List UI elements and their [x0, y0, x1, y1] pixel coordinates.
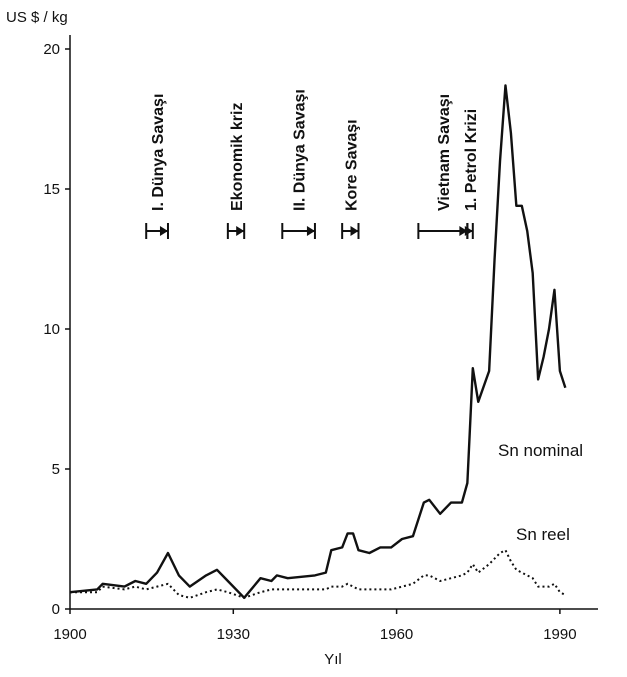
- y-tick-label: 20: [43, 41, 60, 58]
- annotation-arrowhead: [306, 226, 315, 236]
- series-label: Sn reel: [516, 525, 570, 544]
- annotation-text: I. Dünya Savaşı: [150, 94, 167, 211]
- annotation-text: Ekonomik kriz: [229, 103, 246, 211]
- x-tick-label: 1990: [543, 626, 576, 643]
- annotation-text: Kore Savaşı: [343, 119, 360, 211]
- series-line: [70, 549, 566, 599]
- annotation-arrowhead: [236, 226, 245, 236]
- annotation-text: II. Dünya Savaşı: [292, 89, 309, 211]
- series-label: Sn nominal: [498, 441, 583, 460]
- annotation-arrowhead: [464, 226, 473, 236]
- annotation-arrowhead: [350, 226, 359, 236]
- annotation-arrowhead: [459, 226, 468, 236]
- y-tick-label: 10: [43, 321, 60, 338]
- x-tick-label: 1930: [217, 626, 250, 643]
- y-tick-label: 15: [43, 181, 60, 198]
- x-tick-label: 1900: [53, 626, 86, 643]
- y-axis-label: US $ / kg: [6, 9, 68, 26]
- y-tick-label: 5: [52, 461, 60, 478]
- x-tick-label: 1960: [380, 626, 413, 643]
- series-line: [69, 84, 567, 599]
- y-tick-label: 0: [52, 601, 60, 618]
- annotation-arrowhead: [159, 226, 168, 236]
- annotation-text: 1. Petrol Krizi: [463, 109, 480, 211]
- annotation-text: Vietnam Savaşı: [436, 94, 453, 211]
- x-axis-label: Yıl: [324, 651, 342, 668]
